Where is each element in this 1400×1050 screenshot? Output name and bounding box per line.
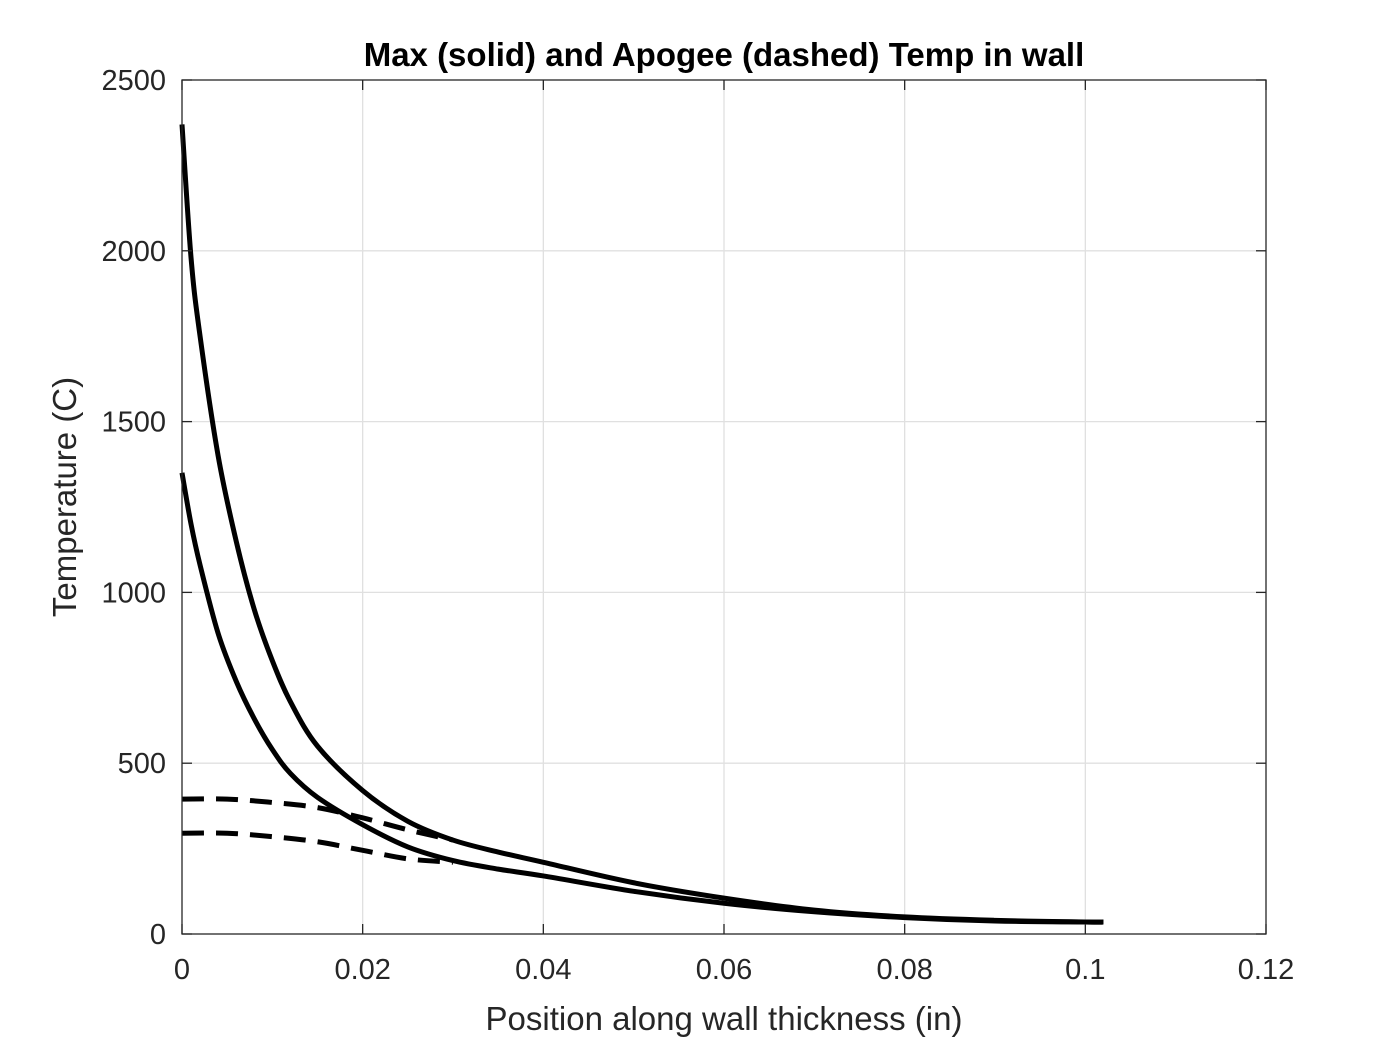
grid [182,80,1266,934]
y-tick-label: 2000 [101,236,166,268]
solid-series-line-1 [179,472,1104,925]
y-tick-label: 1000 [101,577,166,609]
ticks: 0 0.02 0.04 0.06 0.08 0.1 0.12 0 500 1000 1500 2000… [101,65,1294,986]
x-tick-label: 0.12 [1238,954,1294,986]
y-tick-label: 2500 [101,65,166,97]
x-tick-label: 0.06 [696,954,752,986]
dashed-series-line-3 [181,830,454,865]
x-tick-label: 0.04 [515,954,571,986]
y-tick-label: 1500 [101,407,166,439]
dashed-series-line-2 [181,796,454,843]
y-tick-label: 500 [118,748,166,780]
x-tick-label: 0 [174,954,190,986]
x-tick-label: 0.1 [1065,954,1105,986]
solid-series-line-0 [179,124,1104,925]
x-axis-label: Position along wall thickness (in) [486,1000,963,1037]
series-group [179,124,1104,925]
x-tick-label: 0.08 [876,954,932,986]
y-axis-label: Temperature (C) [46,377,83,617]
chart-title: Max (solid) and Apogee (dashed) Temp in … [364,36,1085,73]
y-tick-label: 0 [150,919,166,951]
x-tick-label: 0.02 [334,954,390,986]
